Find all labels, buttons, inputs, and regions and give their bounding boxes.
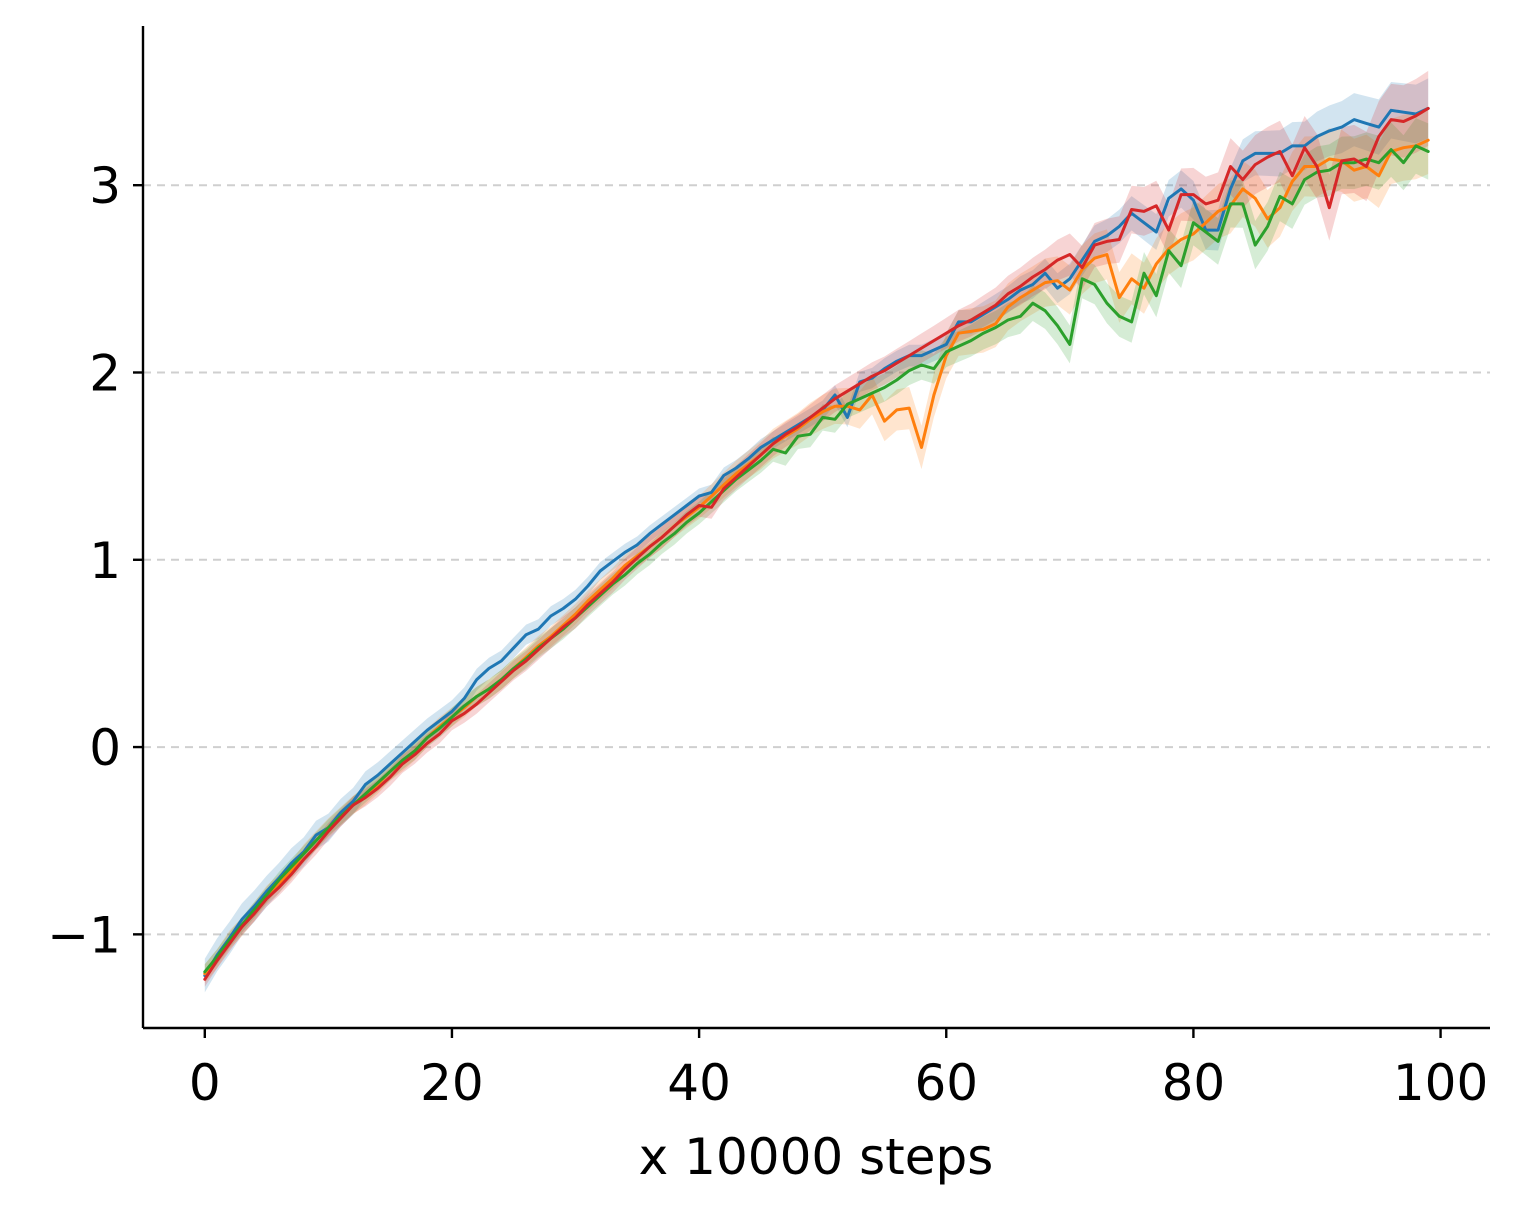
series-band-1: [204, 106, 1429, 984]
x-tick-label: 20: [420, 1054, 484, 1112]
x-tick-label: 60: [914, 1054, 978, 1112]
gridlines: [143, 184, 1490, 936]
x-tick-label: 40: [667, 1054, 731, 1112]
series-lines: [203, 106, 1430, 981]
x-axis-label: x 10000 steps: [639, 1128, 994, 1186]
x-tick-label: 0: [189, 1054, 221, 1112]
axes: [141, 26, 1490, 1030]
series-line-0: [203, 106, 1430, 978]
series-line-1: [203, 138, 1430, 976]
y-tick-label: 2: [89, 344, 121, 402]
y-tick-label: 3: [89, 157, 121, 215]
series-line-2: [203, 144, 1430, 974]
y-tick-label: 0: [89, 719, 121, 777]
x-axis-ticks: 0 20 40 60 80 100: [189, 1028, 1488, 1112]
y-axis-ticks: −1 0 1 2 3: [47, 157, 143, 964]
x-tick-label: 100: [1393, 1054, 1488, 1112]
series-band-3: [204, 70, 1429, 987]
y-tick-label: 1: [89, 532, 121, 590]
series-band-2: [204, 118, 1429, 980]
series-line-3: [203, 106, 1430, 981]
y-tick-label: −1: [47, 906, 121, 964]
x-tick-label: 80: [1162, 1054, 1226, 1112]
confidence-bands: [204, 70, 1429, 993]
